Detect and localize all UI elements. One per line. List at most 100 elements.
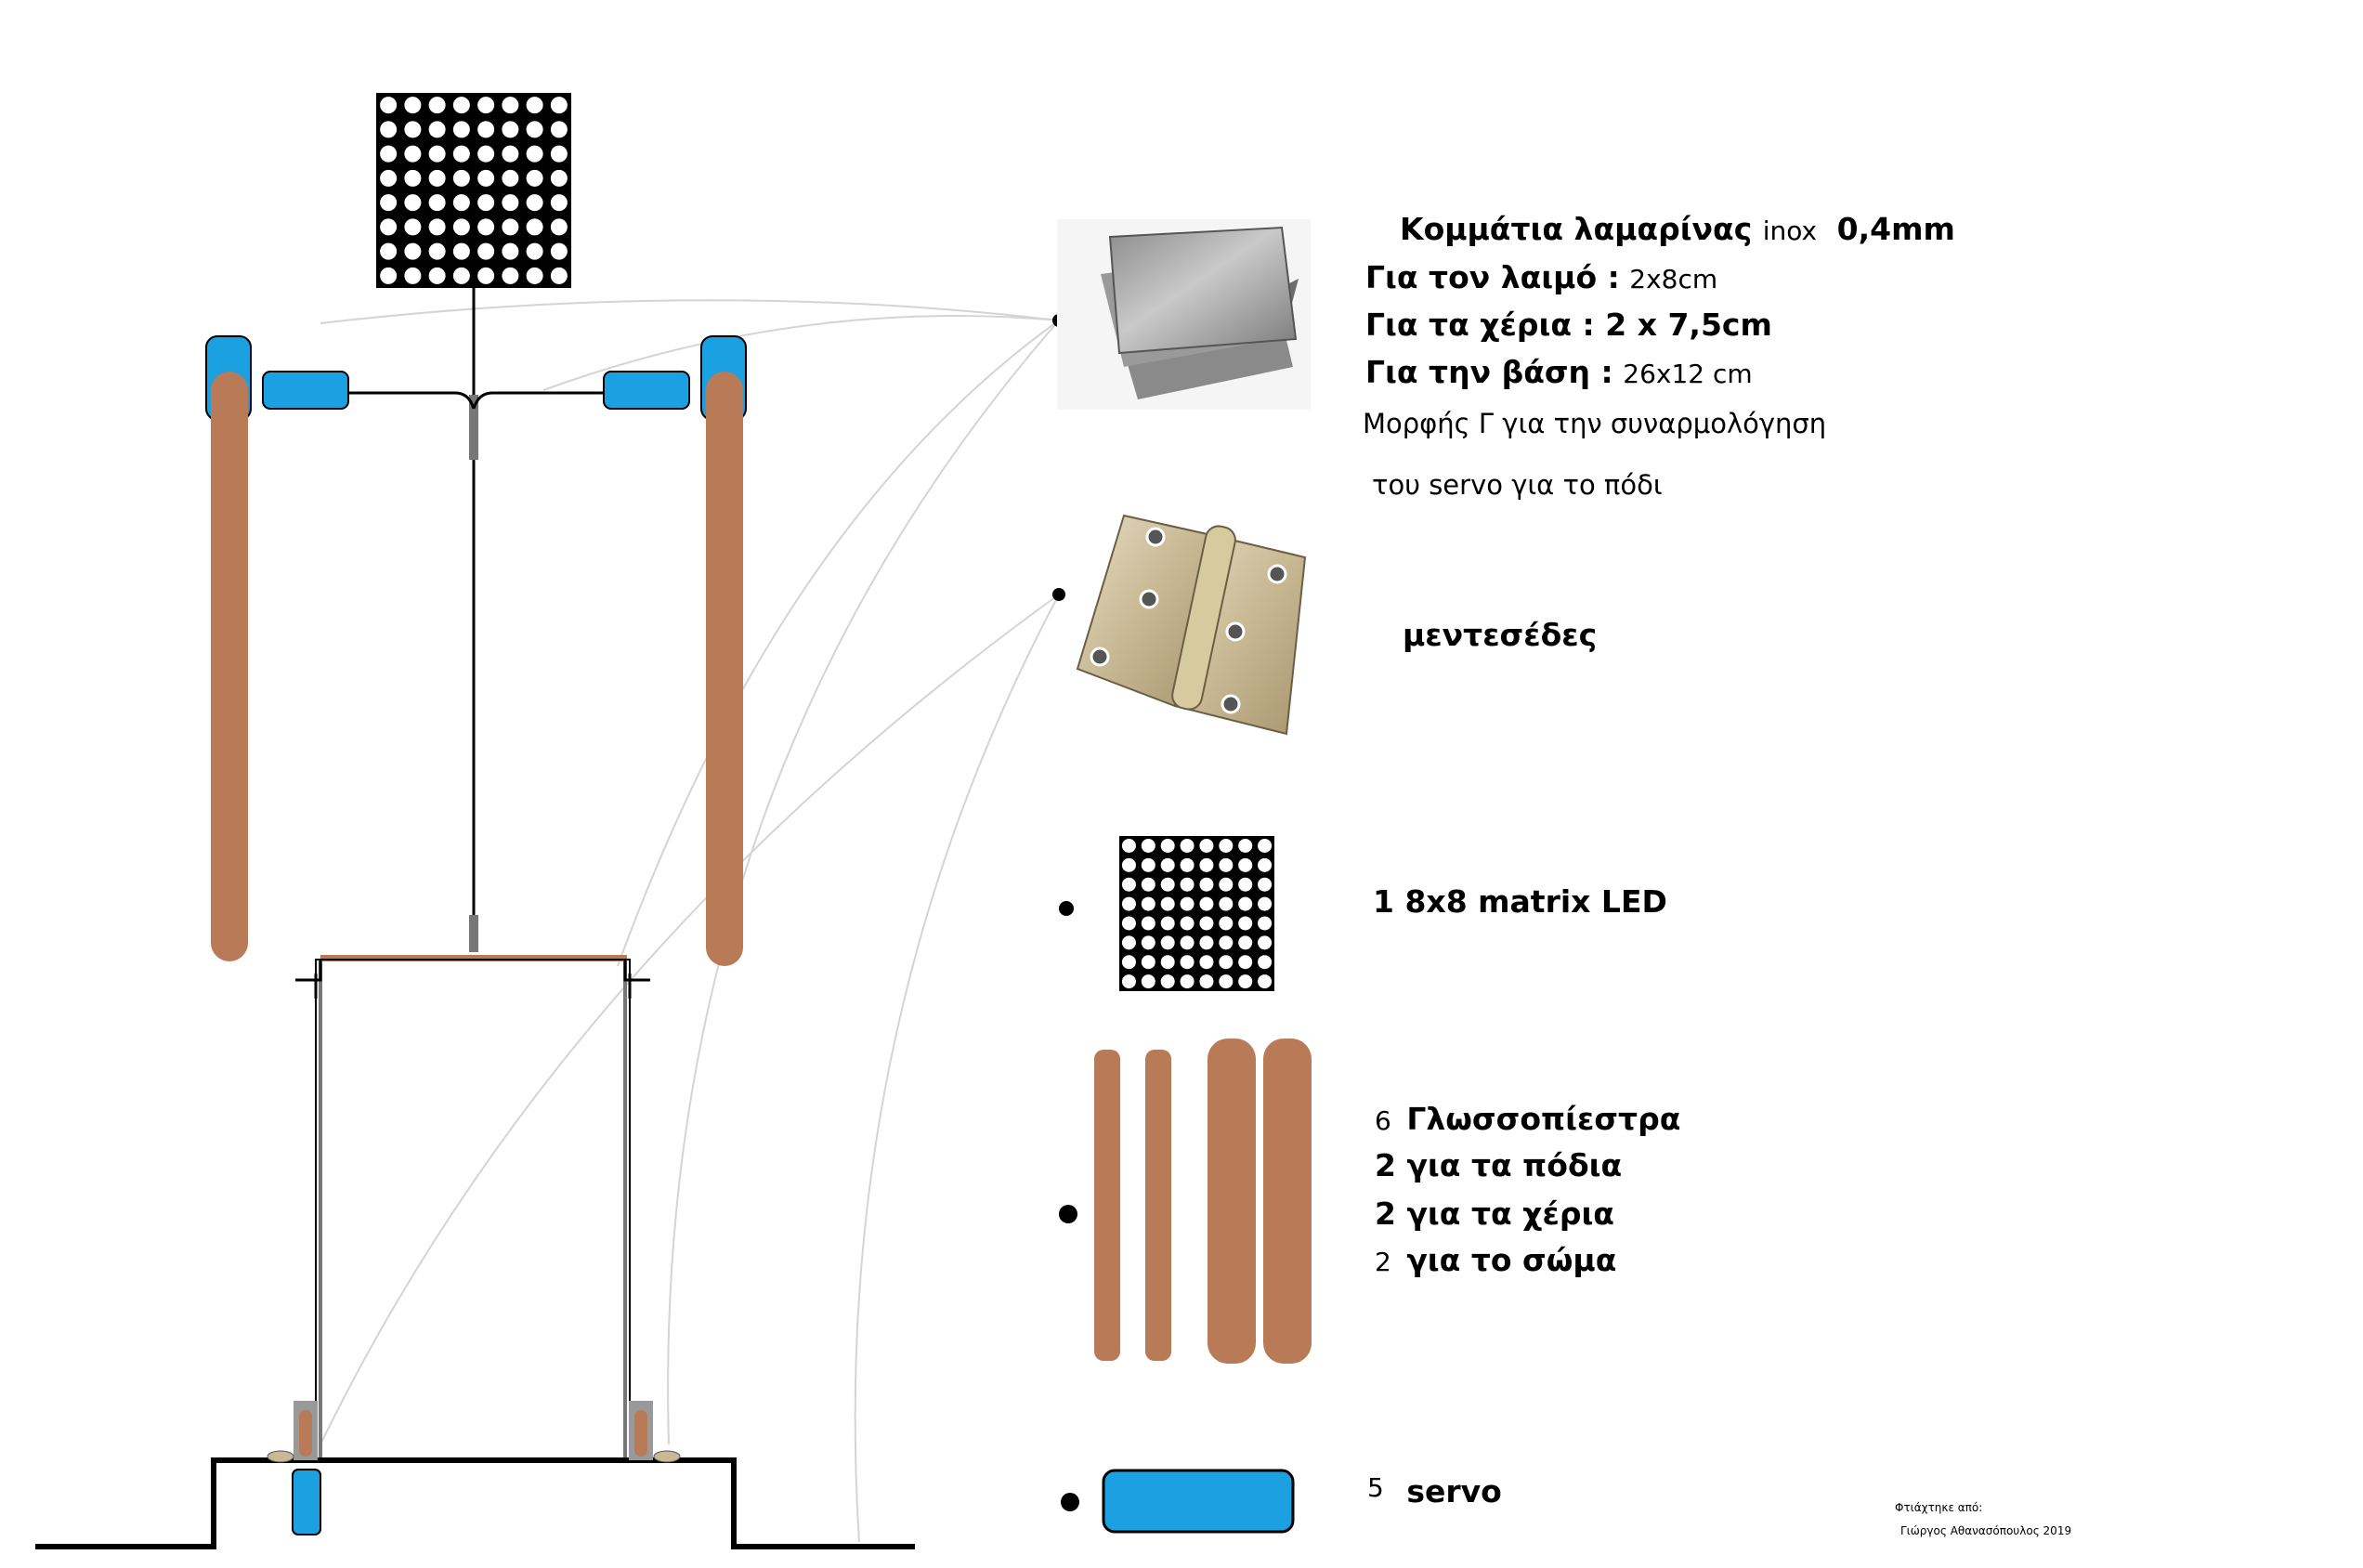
matrix-led <box>1141 877 1155 892</box>
matrix-led <box>1258 916 1273 931</box>
matrix-led <box>1238 974 1253 989</box>
neck-label: Για τον λαιμό : <box>1365 259 1620 295</box>
matrix-led <box>1199 838 1214 853</box>
matrix-led <box>1258 974 1273 989</box>
hinges-label: μεντεσέδες <box>1403 617 1598 653</box>
matrix-led <box>1141 857 1155 872</box>
matrix-led <box>502 242 519 260</box>
matrix-led <box>1160 916 1175 931</box>
hinge-icon <box>1052 514 1307 736</box>
matrix-led <box>502 218 519 236</box>
sheet-title-thickness: 0,4mm <box>1836 211 1955 247</box>
matrix-led <box>1238 838 1253 853</box>
wide-stick-2 <box>1263 1039 1312 1364</box>
matrix-led <box>526 145 543 163</box>
matrix-led <box>428 169 446 187</box>
matrix-led <box>1121 955 1136 970</box>
matrix-led <box>1180 877 1195 892</box>
led-matrix-icon <box>1059 836 1274 991</box>
thin-stick-2 <box>1145 1050 1171 1361</box>
matrix-led <box>1141 896 1155 911</box>
neck-line: Για τον λαιμό : 2x8cm <box>1365 262 1717 293</box>
sticks-body: για το σώμα <box>1406 1242 1617 1278</box>
left-hinge-small <box>267 1450 294 1463</box>
matrix-led <box>404 97 422 114</box>
matrix-led <box>1238 896 1253 911</box>
matrix-led <box>1180 857 1195 872</box>
matrix-led <box>1199 955 1214 970</box>
matrix-led <box>452 218 470 236</box>
matrix-led <box>502 121 519 138</box>
matrix-led <box>1180 896 1195 911</box>
matrix-led <box>1199 935 1214 950</box>
matrix-led <box>550 218 568 236</box>
matrix-led <box>404 218 422 236</box>
matrix-led <box>1180 916 1195 931</box>
servo-line: 5 servo <box>1367 1472 1502 1509</box>
connector-lines <box>320 299 1060 1543</box>
matrix-led <box>404 194 422 212</box>
matrix-led <box>526 97 543 114</box>
right-arm-stick <box>706 372 743 966</box>
matrix-led <box>452 194 470 212</box>
body-mount <box>469 915 478 952</box>
matrix-led <box>428 145 446 163</box>
matrix-led <box>1258 896 1273 911</box>
matrix-led <box>452 121 470 138</box>
neck-value: 2x8cm <box>1629 264 1718 294</box>
matrix-led <box>1219 935 1234 950</box>
matrix-led <box>380 97 398 114</box>
right-arm-wire <box>472 391 604 410</box>
base-platform <box>35 1457 915 1549</box>
matrix-led <box>1141 935 1155 950</box>
matrix-led <box>1238 877 1253 892</box>
matrix-led <box>550 194 568 212</box>
matrix-led <box>477 194 495 212</box>
sheet-title: Κομμάτια λαμαρίνας inox 0,4mm <box>1400 214 1955 244</box>
matrix-led <box>1238 916 1253 931</box>
left-leg-joint <box>299 1410 312 1457</box>
sticks-legs: 2 για τα πόδια <box>1375 1147 1623 1183</box>
matrix-led <box>380 121 398 138</box>
matrix-led <box>1180 974 1195 989</box>
matrix-led <box>1121 896 1136 911</box>
matrix-led <box>452 145 470 163</box>
matrix-led <box>1160 896 1175 911</box>
servo-label: servo <box>1406 1473 1502 1509</box>
sticks-hands: 2 για τα χέρια <box>1375 1196 1614 1232</box>
matrix-led <box>502 267 519 284</box>
matrix-led <box>1238 935 1253 950</box>
matrix-led <box>1160 877 1175 892</box>
matrix-led <box>452 267 470 284</box>
matrix-led <box>526 194 543 212</box>
matrix-led <box>502 97 519 114</box>
matrix-led <box>526 169 543 187</box>
thin-stick-1 <box>1094 1050 1120 1361</box>
matrix-led <box>380 242 398 260</box>
matrix-led <box>428 218 446 236</box>
matrix-led <box>380 267 398 284</box>
credit-title: Φτιάχτηκε από: <box>1895 1501 1983 1514</box>
servo-count: 5 <box>1367 1472 1384 1503</box>
matrix-led <box>1219 877 1234 892</box>
matrix-led <box>1121 916 1136 931</box>
bullet-tongue-depressors <box>1059 1205 1077 1223</box>
sheet-title-inox: inox <box>1762 216 1818 246</box>
matrix-led <box>1141 974 1155 989</box>
matrix-led <box>1199 877 1214 892</box>
matrix-led <box>526 218 543 236</box>
matrix-board <box>376 93 571 288</box>
sticks-body-count: 2 <box>1375 1247 1391 1277</box>
matrix-led <box>1160 935 1175 950</box>
matrix-led <box>502 194 519 212</box>
matrix-led <box>452 169 470 187</box>
hands-line: Για τα χέρια : 2 x 7,5cm <box>1365 307 1772 343</box>
matrix-led <box>1199 857 1214 872</box>
matrix-led <box>1180 838 1195 853</box>
matrix-led <box>1160 838 1175 853</box>
matrix-led <box>1238 955 1253 970</box>
matrix-led <box>1199 974 1214 989</box>
matrix-led <box>502 169 519 187</box>
matrix-led <box>1219 857 1234 872</box>
right-hip-bracket <box>623 960 650 982</box>
